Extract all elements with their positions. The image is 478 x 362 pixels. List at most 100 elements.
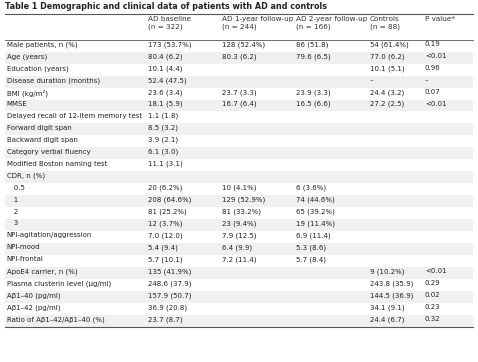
Bar — [5, 159, 473, 171]
Bar — [5, 231, 473, 243]
Text: Table 1 Demographic and clinical data of patients with AD and controls: Table 1 Demographic and clinical data of… — [5, 2, 327, 11]
Bar — [5, 171, 473, 183]
Text: 23.7 (3.3): 23.7 (3.3) — [222, 89, 256, 96]
Text: Forward digit span: Forward digit span — [7, 125, 71, 131]
Text: Delayed recall of 12-item memory test: Delayed recall of 12-item memory test — [7, 113, 142, 119]
Text: 5.7 (10.1): 5.7 (10.1) — [148, 256, 182, 263]
Text: 20 (6.2%): 20 (6.2%) — [148, 185, 182, 191]
Text: 2: 2 — [7, 209, 18, 215]
Bar — [5, 88, 473, 100]
Text: BMI (kg/m²): BMI (kg/m²) — [7, 89, 48, 97]
Text: CDR, n (%): CDR, n (%) — [7, 173, 45, 179]
Text: 52.4 (47.5): 52.4 (47.5) — [148, 77, 186, 84]
Bar — [5, 219, 473, 231]
Text: Aβ1–40 (pg/ml): Aβ1–40 (pg/ml) — [7, 292, 60, 299]
Bar — [5, 100, 473, 111]
Text: 0.5: 0.5 — [7, 185, 24, 191]
Text: 6.9 (11.4): 6.9 (11.4) — [296, 232, 330, 239]
Text: 23.6 (3.4): 23.6 (3.4) — [148, 89, 182, 96]
Text: Aβ1–42 (pg/ml): Aβ1–42 (pg/ml) — [7, 304, 60, 311]
Text: 144.5 (36.9): 144.5 (36.9) — [370, 292, 413, 299]
Text: NPI-frontal: NPI-frontal — [7, 256, 43, 262]
Text: 6.4 (9.9): 6.4 (9.9) — [222, 244, 252, 251]
Text: 173 (53.7%): 173 (53.7%) — [148, 41, 191, 48]
Text: AD 1-year follow-up
(n = 244): AD 1-year follow-up (n = 244) — [222, 16, 293, 30]
Text: 65 (39.2%): 65 (39.2%) — [296, 209, 335, 215]
Text: 208 (64.6%): 208 (64.6%) — [148, 197, 191, 203]
Text: 24.4 (6.7): 24.4 (6.7) — [370, 316, 404, 323]
Text: 135 (41.9%): 135 (41.9%) — [148, 268, 191, 275]
Text: Education (years): Education (years) — [7, 65, 68, 72]
Text: –: – — [370, 77, 373, 83]
Text: 10.1 (4.4): 10.1 (4.4) — [148, 65, 182, 72]
Text: 6.1 (3.0): 6.1 (3.0) — [148, 149, 178, 155]
Text: P value*: P value* — [425, 16, 455, 22]
Text: Category verbal fluency: Category verbal fluency — [7, 149, 90, 155]
Text: 11.1 (3.1): 11.1 (3.1) — [148, 161, 183, 167]
Bar — [5, 255, 473, 267]
Text: 79.6 (6.5): 79.6 (6.5) — [296, 53, 330, 60]
Bar — [5, 52, 473, 64]
Text: 34.1 (9.1): 34.1 (9.1) — [370, 304, 404, 311]
Text: 1.1 (1.8): 1.1 (1.8) — [148, 113, 178, 119]
Text: 27.2 (2.5): 27.2 (2.5) — [370, 101, 404, 108]
Text: 5.4 (9.4): 5.4 (9.4) — [148, 244, 177, 251]
Text: Age (years): Age (years) — [7, 53, 47, 60]
Text: 0.19: 0.19 — [425, 41, 441, 47]
Bar — [5, 111, 473, 123]
Text: 3.9 (2.1): 3.9 (2.1) — [148, 137, 178, 143]
Text: 10.1 (5.1): 10.1 (5.1) — [370, 65, 404, 72]
Text: 19 (11.4%): 19 (11.4%) — [296, 220, 335, 227]
Text: 128 (52.4%): 128 (52.4%) — [222, 41, 265, 48]
Text: Controls
(n = 88): Controls (n = 88) — [370, 16, 400, 30]
Text: 80.4 (6.2): 80.4 (6.2) — [148, 53, 182, 60]
Text: <0.01: <0.01 — [425, 101, 446, 107]
Bar — [5, 123, 473, 135]
Text: AD 2-year follow-up
(n = 166): AD 2-year follow-up (n = 166) — [296, 16, 367, 30]
Text: 7.2 (11.4): 7.2 (11.4) — [222, 256, 256, 263]
Text: 12 (3.7%): 12 (3.7%) — [148, 220, 182, 227]
Text: 157.9 (50.7): 157.9 (50.7) — [148, 292, 191, 299]
Text: Backward digit span: Backward digit span — [7, 137, 77, 143]
Bar — [5, 291, 473, 303]
Text: 23.7 (8.7): 23.7 (8.7) — [148, 316, 182, 323]
Text: Plasma clusterin level (μg/ml): Plasma clusterin level (μg/ml) — [7, 280, 111, 287]
Text: MMSE: MMSE — [7, 101, 27, 107]
Text: 10 (4.1%): 10 (4.1%) — [222, 185, 256, 191]
Text: 0.32: 0.32 — [425, 316, 441, 322]
Text: 8.5 (3.2): 8.5 (3.2) — [148, 125, 178, 131]
Text: 16.5 (6.6): 16.5 (6.6) — [296, 101, 330, 108]
Text: 18.1 (5.9): 18.1 (5.9) — [148, 101, 182, 108]
Text: AD baseline
(n = 322): AD baseline (n = 322) — [148, 16, 191, 30]
Text: Modified Boston naming test: Modified Boston naming test — [7, 161, 107, 167]
Bar — [5, 267, 473, 279]
Text: Disease duration (months): Disease duration (months) — [7, 77, 100, 84]
Text: 0.96: 0.96 — [425, 65, 441, 71]
Text: 23.9 (3.3): 23.9 (3.3) — [296, 89, 330, 96]
Text: 36.9 (20.8): 36.9 (20.8) — [148, 304, 187, 311]
Text: 7.0 (12.0): 7.0 (12.0) — [148, 232, 182, 239]
Text: 23 (9.4%): 23 (9.4%) — [222, 220, 256, 227]
Text: 248.6 (37.9): 248.6 (37.9) — [148, 280, 191, 287]
Text: Ratio of Aβ1–42/Aβ1–40 (%): Ratio of Aβ1–42/Aβ1–40 (%) — [7, 316, 104, 323]
Bar — [5, 76, 473, 88]
Text: 0.29: 0.29 — [425, 280, 441, 286]
Bar — [5, 303, 473, 315]
Bar — [5, 183, 473, 195]
Text: 86 (51.8): 86 (51.8) — [296, 41, 328, 48]
Text: NPI-mood: NPI-mood — [7, 244, 40, 251]
Text: 16.7 (6.4): 16.7 (6.4) — [222, 101, 256, 108]
Text: 0.07: 0.07 — [425, 89, 441, 95]
Bar — [5, 147, 473, 159]
Bar — [5, 195, 473, 207]
Bar — [5, 40, 473, 52]
Text: 1: 1 — [7, 197, 18, 203]
Text: <0.01: <0.01 — [425, 268, 446, 274]
Bar — [5, 64, 473, 76]
Text: 0.02: 0.02 — [425, 292, 441, 298]
Bar — [5, 315, 473, 327]
Bar — [5, 207, 473, 219]
Text: 0.23: 0.23 — [425, 304, 441, 310]
Text: 9 (10.2%): 9 (10.2%) — [370, 268, 404, 275]
Bar — [5, 135, 473, 147]
